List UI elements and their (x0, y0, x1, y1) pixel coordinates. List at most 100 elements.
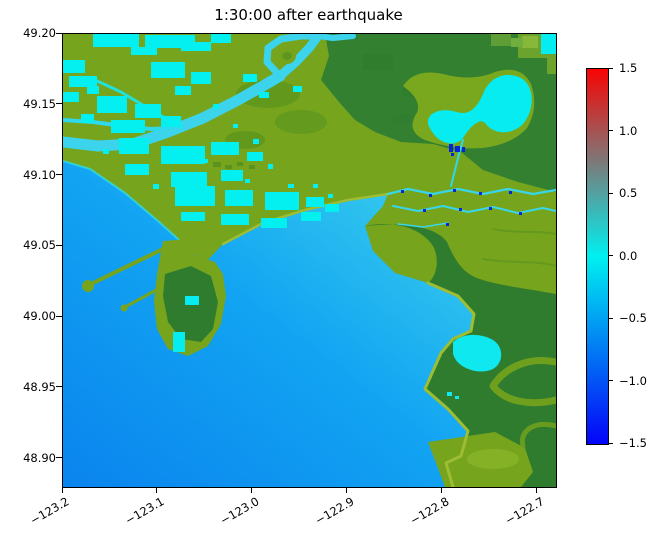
jetty-1-head (82, 280, 94, 292)
flood-patch (245, 179, 250, 183)
east-river-3 (397, 222, 449, 228)
map-canvas (63, 34, 556, 487)
langley-streak-2 (482, 258, 556, 267)
x-tick-label: −123.2 (27, 494, 72, 528)
flood-patch (97, 96, 127, 113)
deep-drawdown-speckle (453, 189, 456, 192)
colorbar-tick-label: −1.0 (619, 373, 647, 388)
colorbar-tick-mark (608, 192, 613, 194)
smudge-row-4 (249, 165, 255, 169)
colorbar-tick-mark (608, 317, 613, 319)
flood-patch (161, 146, 205, 164)
colorbar (586, 68, 609, 445)
x-tick-label: −122.8 (407, 494, 452, 528)
flood-patch (268, 164, 273, 169)
colorbar-tick-label: 0.0 (619, 248, 638, 263)
x-tick-mark (346, 487, 348, 493)
flood-patch (288, 184, 294, 188)
jetty-2-head (120, 304, 128, 312)
mtn-light-1 (491, 34, 511, 46)
mtn-light-2 (511, 38, 523, 47)
east-river-1 (386, 187, 556, 196)
flood-patch (225, 190, 253, 206)
flood-patch (69, 76, 97, 87)
y-tick-mark (56, 103, 62, 105)
bay-dot-2 (455, 396, 459, 399)
flood-patch (259, 92, 269, 98)
flood-patch (131, 47, 157, 55)
flood-patch (87, 86, 99, 94)
flood-patch (161, 116, 181, 127)
deep-drawdown-speckle (446, 223, 449, 226)
smudge-row-1 (213, 162, 221, 167)
flood-patch (171, 172, 207, 187)
colorbar-tick-label: −0.5 (619, 311, 647, 325)
flood-patch (119, 138, 149, 154)
plot-area (62, 33, 557, 488)
fraser-top-strip (315, 34, 356, 41)
drawdown-spot-1 (449, 144, 453, 152)
corner-olive-strip (547, 54, 556, 74)
urban-smudge-2 (275, 110, 327, 134)
colorbar-tick-label: 1.5 (619, 61, 638, 75)
x-tick-mark (536, 487, 538, 493)
x-tick-label: −123.1 (122, 494, 167, 528)
flood-patch (191, 72, 211, 84)
deep-drawdown-speckle (509, 191, 512, 194)
semiahmoo-bay (453, 334, 502, 372)
flood-patch (93, 34, 139, 47)
y-tick-label: 49.10 (23, 167, 56, 182)
fraser-branch-b (263, 34, 322, 80)
y-tick-mark (56, 174, 62, 176)
x-tick-mark (61, 487, 63, 493)
flood-patch (211, 142, 239, 155)
flood-patch (301, 212, 321, 221)
y-tick-label: 49.00 (23, 309, 56, 324)
fraser-river-main (63, 70, 286, 152)
colorbar-gradient (587, 69, 608, 444)
bay-dot-1 (447, 392, 452, 396)
colorbar-tick-mark (608, 130, 613, 131)
chart-title: 1:30:00 after earthquake (214, 6, 403, 24)
flood-patch (265, 192, 299, 210)
flood-patch (175, 186, 215, 206)
smudge-row-3 (237, 162, 243, 166)
lake-outlet (450, 139, 464, 187)
colorbar-tick-mark (608, 442, 613, 444)
deep-drawdown-speckle (401, 190, 404, 193)
x-tick-label: −122.9 (312, 494, 357, 528)
se-valley-swirl-2 (519, 422, 556, 449)
flood-patch (135, 104, 161, 118)
se-valley-swirl-1 (489, 357, 556, 407)
corner-light-2 (522, 36, 538, 48)
lake-cyan (427, 74, 532, 144)
flood-patch (261, 218, 287, 228)
se-olive-bottom-light (467, 449, 519, 469)
bay-north-fringe (221, 192, 390, 246)
colorbar-tick-mark (608, 255, 613, 256)
y-tick-label: 49.15 (23, 96, 56, 111)
mtn-mottle-1 (363, 54, 393, 70)
flood-patch (153, 184, 159, 189)
point-roberts-notch-2 (173, 332, 185, 352)
flood-patch (293, 86, 302, 92)
flood-patch (273, 206, 278, 210)
x-tick-label: −122.7 (502, 494, 547, 528)
y-tick-label: 48.95 (23, 379, 56, 394)
flood-patch (211, 34, 231, 43)
y-tick-label: 48.90 (23, 450, 56, 465)
drawdown-spot-2 (455, 146, 460, 152)
x-tick-label: −123.0 (217, 494, 262, 528)
y-tick-mark (56, 32, 62, 34)
flood-patch (325, 204, 339, 212)
deep-drawdown-speckle (519, 212, 522, 215)
flood-patch (203, 159, 208, 163)
east-river-2 (392, 205, 556, 214)
langley-streak-1 (492, 228, 556, 235)
flood-patch (253, 139, 259, 144)
y-tick-mark (56, 315, 62, 317)
x-tick-mark (156, 487, 158, 493)
colorbar-tick-label: −1.5 (619, 436, 647, 450)
flood-patch (221, 214, 249, 225)
